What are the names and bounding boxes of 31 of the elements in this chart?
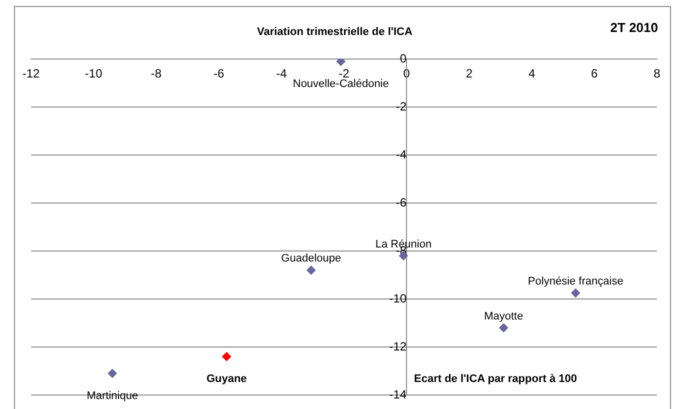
point [571, 288, 580, 298]
x-tick-label: 4 [528, 66, 536, 81]
annotation: Guyane [206, 373, 247, 386]
x-tick-label: -8 [150, 66, 162, 81]
y-tick-label: 0 [400, 51, 407, 66]
x-tick-label: -10 [84, 66, 103, 81]
y-tick-label: -10 [389, 291, 407, 306]
annotation: Guadeloupe [281, 252, 342, 265]
annotation: Martinique [86, 390, 138, 402]
point [222, 352, 232, 362]
x-tick-label: 8 [654, 66, 661, 81]
annotation: Nouvelle-Calédonie [292, 78, 389, 90]
point [108, 368, 117, 378]
x-tick-label: -4 [276, 66, 288, 81]
point [499, 323, 508, 332]
x-axis-title: Ecart de l'ICA par rapport à 100 [414, 373, 577, 385]
y-tick-label: -2 [396, 99, 407, 114]
x-tick-label: -6 [213, 66, 224, 81]
annotation: Polynésie française [528, 276, 624, 288]
x-tick-label: 6 [591, 66, 598, 81]
y-tick-label: -4 [396, 147, 407, 162]
y-axis-title: Variation trimestrielle de l'ICA [257, 26, 412, 38]
x-tick-label: -12 [22, 66, 40, 81]
chart-title: 2T 2010 [610, 20, 658, 35]
x-tick-label: 2 [466, 66, 473, 81]
y-tick-label: -6 [396, 195, 407, 210]
point [306, 266, 316, 275]
y-tick-label: -14 [389, 387, 407, 402]
y-tick-label: -12 [389, 339, 407, 354]
point [336, 59, 346, 66]
annotation: Mayotte [484, 310, 524, 322]
